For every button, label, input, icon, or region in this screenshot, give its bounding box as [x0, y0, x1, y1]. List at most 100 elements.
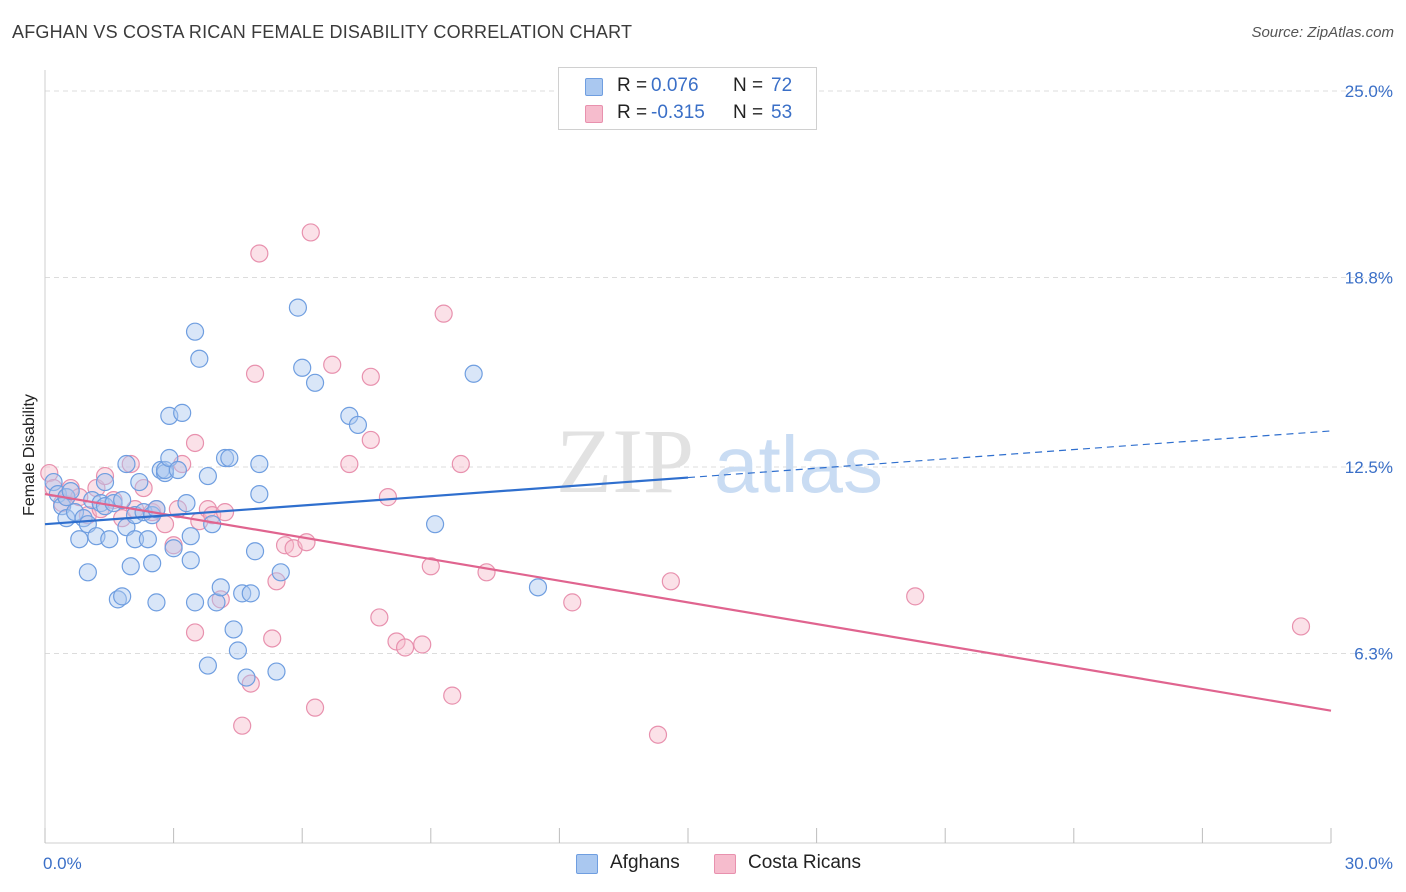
afghans-point	[155, 460, 175, 480]
afghans-point	[528, 578, 548, 597]
costa-ricans-swatch	[585, 105, 603, 123]
afghans-point	[348, 415, 368, 435]
afghans-point	[113, 587, 132, 606]
afghans-points	[44, 298, 548, 687]
afghans-point	[425, 515, 445, 534]
afghans-point	[198, 656, 217, 675]
afghans-point	[198, 466, 217, 486]
costa-ricans-point	[563, 593, 582, 612]
watermark-zip: ZIP	[556, 410, 694, 512]
costa-ricans-point	[263, 629, 282, 648]
afghans-point	[305, 373, 325, 392]
costa-ricans-point	[443, 686, 462, 705]
costa-ricans-point	[421, 557, 440, 576]
afghans-legend-label: Afghans	[610, 852, 680, 873]
costa-ricans-point	[121, 454, 140, 474]
costa-ricans-point	[434, 304, 453, 323]
afghans-point	[237, 668, 256, 687]
afghans-point	[215, 448, 235, 468]
afghans-r-value: 0.076	[651, 75, 699, 96]
afghans-point	[113, 491, 132, 510]
costa-ricans-point	[451, 454, 470, 474]
afghans-point	[250, 484, 269, 504]
afghans-point	[130, 472, 149, 492]
costa-ricans-point	[906, 587, 925, 606]
costa-ricans-point	[185, 623, 205, 642]
costa-ricans-r-value: -0.315	[651, 102, 705, 123]
costa-ricans-point	[250, 244, 269, 263]
afghans-point	[271, 563, 290, 582]
costa-ricans-point	[40, 463, 59, 483]
costa-ricans-point	[245, 364, 265, 383]
r-label: R =	[617, 75, 648, 96]
x-tick-label-max: 30.0%	[1345, 854, 1393, 873]
afghans-point	[95, 472, 115, 492]
afghans-point	[61, 481, 80, 501]
costa-ricans-point	[305, 698, 325, 717]
chart-title: AFGHAN VS COSTA RICAN FEMALE DISABILITY …	[12, 22, 633, 42]
afghans-point	[173, 403, 192, 422]
afghans-point	[181, 551, 200, 570]
afghans-point	[185, 322, 205, 341]
afghans-point	[177, 494, 196, 513]
costa-ricans-point	[301, 223, 320, 242]
costa-ricans-point	[361, 430, 380, 450]
r-label: R =	[617, 102, 648, 123]
afghans-point	[288, 298, 308, 317]
x-tick-label-min: 0.0%	[43, 854, 82, 873]
afghans-point	[44, 472, 63, 492]
y-tick-label: 18.8%	[1345, 269, 1393, 288]
costa-ricans-point	[413, 635, 432, 654]
afghans-point	[70, 530, 89, 549]
afghans-point	[138, 530, 157, 549]
afghans-point	[220, 448, 239, 468]
y-axis-label: Female Disability	[21, 394, 38, 516]
source-note: Source: ZipAtlas.com	[1251, 24, 1394, 41]
y-tick-label: 6.3%	[1354, 645, 1393, 664]
afghans-point	[78, 563, 97, 582]
costa-ricans-point	[323, 355, 342, 374]
n-label: N =	[733, 102, 764, 123]
afghans-n-value: 72	[771, 75, 793, 96]
afghans-point	[168, 460, 187, 480]
afghans-legend-swatch	[576, 854, 598, 874]
y-tick-label: 12.5%	[1345, 458, 1393, 477]
afghans-point	[181, 527, 200, 546]
afghans-point	[121, 557, 140, 576]
costa-ricans-point	[361, 367, 380, 386]
costa-ricans-trend-line	[44, 493, 1332, 712]
afghans-point	[100, 530, 119, 549]
afghans-point	[147, 593, 166, 612]
axes	[44, 70, 1332, 844]
y-tick-label: 25.0%	[1345, 82, 1393, 101]
costa-ricans-legend-label: Costa Ricans	[748, 852, 861, 873]
costa-ricans-point	[378, 488, 398, 507]
watermark: ZIP atlas	[556, 410, 883, 512]
costa-ricans-legend-swatch	[714, 854, 736, 874]
costa-ricans-point	[267, 572, 286, 591]
afghans-point	[164, 539, 183, 558]
afghans-point	[211, 578, 230, 597]
afghans-point	[228, 641, 247, 660]
afghans-point	[464, 364, 483, 383]
afghans-trend-line	[44, 476, 689, 526]
trend-lines	[44, 430, 1332, 712]
costa-ricans-point	[340, 454, 359, 474]
afghans-point	[245, 542, 265, 561]
afghans-point	[143, 554, 162, 573]
afghans-point	[117, 454, 136, 474]
afghans-point	[293, 358, 312, 377]
afghans-point	[190, 349, 209, 368]
costa-ricans-point	[95, 466, 115, 486]
n-label: N =	[733, 75, 764, 96]
afghans-point	[241, 584, 260, 603]
afghans-point	[125, 530, 145, 549]
costa-ricans-n-value: 53	[771, 102, 793, 123]
costa-ricans-point	[370, 608, 389, 627]
costa-ricans-point	[661, 572, 680, 591]
tick-labels: 6.3% 12.5% 18.8% 25.0% 0.0% 30.0%	[43, 82, 1393, 873]
costa-ricans-point	[395, 638, 415, 657]
costa-ricans-point	[233, 716, 252, 735]
afghans-point	[185, 593, 205, 612]
